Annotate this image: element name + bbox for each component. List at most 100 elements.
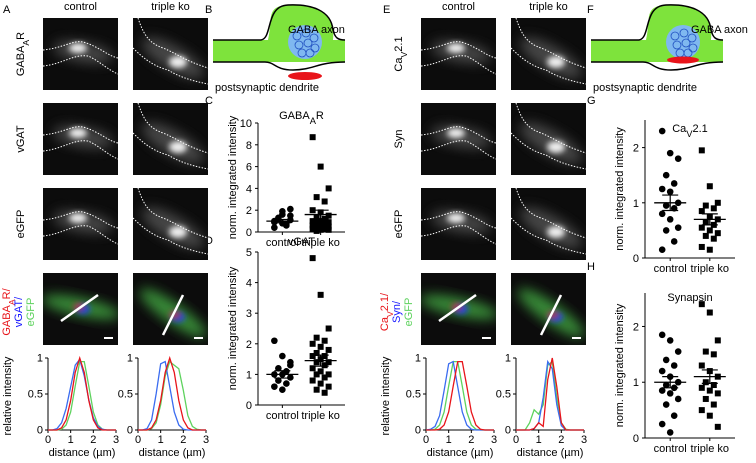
image-content [43,125,118,160]
y-axis-label: relative intensity [2,356,14,435]
x-tick-label: control [654,443,687,455]
y-tick-label: 2 [246,205,252,217]
image-content [421,293,496,339]
y-tick-label: 1 [505,353,511,365]
text-segment: Ca [393,57,405,72]
image-content [139,288,207,339]
panel-letter: E [383,4,390,16]
data-point [674,395,682,403]
x-tick-label: 0 [423,434,429,446]
x-tick-label: triple ko [691,263,730,275]
outline [511,132,586,170]
data-point [662,401,670,408]
micrograph [421,188,496,260]
data-point [313,371,320,378]
y-tick-label: 10 [240,118,252,130]
outline [137,18,208,69]
x-tick-label: 0 [513,434,519,446]
micrograph [421,103,496,175]
data-point [309,218,316,225]
data-point [666,188,674,196]
y-tick-label: 1 [127,353,133,365]
sem-bar [662,376,679,389]
outline [137,103,208,154]
vesicle [309,33,319,43]
text-segment: GABA [15,45,27,76]
data-point [321,353,328,360]
text-segment: 2.1/ [379,292,391,311]
data-point [706,387,713,394]
panel-letter: D [205,235,213,247]
y-axis-label: norm. integrated intensity [614,303,626,427]
axon-label: GABA axon [288,24,345,36]
receptor-cluster [288,72,322,80]
dendrite-outline [213,61,346,71]
vesicle [688,43,698,53]
data-point [313,334,320,341]
dendrite-label: postsynaptic dendrite [215,82,319,94]
text-segment: R [316,110,324,122]
y-tick-label: 0 [246,400,252,412]
data-point [710,401,717,408]
x-tick-label: 2 [558,434,564,446]
text-segment: vGAT [15,125,27,153]
text-segment: eGFP [15,210,27,239]
column-label: control [442,1,475,13]
data-point [287,205,294,213]
profile-curve [138,355,206,431]
y-tick-label: 1 [37,353,43,365]
data-point [706,183,713,190]
y-tick-label: 2 [633,321,639,333]
merge-label: CaV2.1/ [379,292,395,331]
merge-label: eGFP [403,298,415,327]
data-point [283,380,290,387]
y-tick-label: 0.5 [406,389,421,401]
data-point [321,225,328,232]
image-content [421,210,496,245]
data-point [666,390,674,397]
y-axis-label: norm. integrated intensity [614,127,626,251]
y-tick-label: 1 [246,369,252,381]
data-point [313,214,320,221]
image-content [133,18,208,85]
data-point [321,337,328,344]
data-point [309,222,316,229]
data-point [702,232,709,239]
text-segment: Syn [393,130,405,149]
vesicle [670,31,680,41]
x-axis-label: distance (µm) [517,447,584,459]
data-point [706,309,713,316]
x-tick-label: 1 [446,434,452,446]
signal [547,56,565,68]
data-point [710,351,717,358]
text-segment: GABA [279,110,310,122]
sem-bar [701,213,718,226]
signal [169,141,187,153]
profile-line [161,294,185,336]
y-tick-label: 0 [127,425,133,437]
dendrite-outline [591,61,724,71]
vesicle [301,28,311,38]
data-point [670,238,678,245]
sem-bar [312,354,329,367]
data-point [279,386,286,394]
axis-line [644,293,735,439]
data-point [321,389,328,396]
outline [133,47,208,85]
image-content [511,188,586,255]
data-point [271,224,278,231]
x-tick-label: 3 [491,434,497,446]
x-tick-label: 0 [45,434,51,446]
data-point [325,325,332,332]
text-segment: A [310,116,317,126]
column-label: triple ko [151,1,190,13]
row-label: vGAT [15,125,27,153]
y-tick-label: 2 [246,339,252,351]
axon-label: GABA axon [691,24,748,36]
signal [447,128,465,138]
data-point [325,223,332,230]
outline [421,225,496,245]
micrograph [133,103,208,175]
profile-curve [138,360,206,431]
